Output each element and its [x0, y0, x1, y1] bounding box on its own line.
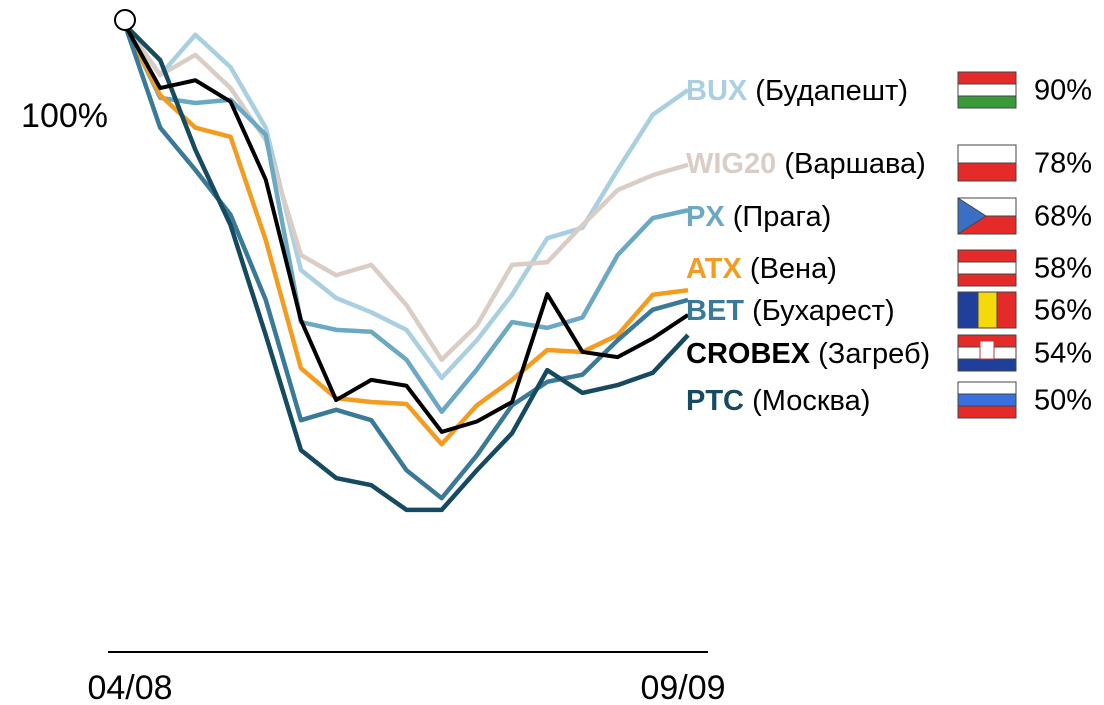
legend-spacer: [747, 75, 755, 107]
x-tick-label: 04/08: [87, 669, 172, 705]
legend-label: ATX (Вена): [686, 253, 837, 285]
flag-russia: [957, 381, 1017, 419]
legend-label: PTC (Москва): [686, 385, 870, 417]
legend-value: 58%: [1034, 253, 1092, 285]
series-line: [123, 23, 690, 381]
legend-value: 78%: [1034, 148, 1092, 180]
series-line: [123, 24, 690, 434]
legend-name: BET: [686, 295, 744, 327]
legend-label: BET (Бухарест): [686, 295, 895, 327]
legend-spacer: [725, 201, 733, 233]
x-tick-label: 09/09: [640, 669, 725, 705]
legend-name: PTC: [686, 385, 744, 417]
legend-label: PX (Прага): [686, 201, 831, 233]
flag-romania: [957, 291, 1017, 329]
series-line: [122, 23, 689, 447]
legend-name: CROBEX: [686, 338, 811, 370]
flag-croatia: [957, 334, 1017, 372]
legend-spacer: [810, 338, 818, 370]
legend-value: 68%: [1034, 201, 1092, 233]
legend-name: WIG20: [686, 148, 776, 180]
series-line: [122, 24, 689, 501]
legend-name: ATX: [686, 253, 743, 285]
legend-city: (Прага): [733, 201, 831, 233]
legend-name: BUX: [686, 75, 748, 107]
legend-value: 50%: [1034, 385, 1092, 417]
legend-value: 54%: [1034, 338, 1092, 370]
legend-spacer: [744, 295, 752, 327]
y-tick-label: 100%: [21, 97, 108, 135]
legend-spacer: [744, 385, 752, 417]
legend-spacer: [742, 253, 750, 285]
flags: [957, 71, 1017, 419]
series-line: [123, 23, 689, 362]
series-line: [123, 23, 690, 513]
legend-label: CROBEX (Загреб): [686, 338, 930, 370]
legend-city: (Бухарест): [752, 295, 895, 327]
legend-spacer: [776, 148, 784, 180]
legend-city: (Будапешт): [755, 75, 908, 107]
flag-austria: [957, 249, 1017, 287]
flag-poland: [957, 144, 1017, 182]
flag-hungary: [957, 71, 1017, 109]
legend-city: (Варшава): [784, 148, 926, 180]
legend-city: (Москва): [752, 385, 870, 417]
legend-name: PX: [686, 201, 725, 233]
legend-label: BUX (Будапешт): [686, 75, 908, 107]
legend-value: 56%: [1034, 295, 1092, 327]
series-line: [122, 24, 689, 414]
legend-label: WIG20 (Варшава): [686, 148, 926, 180]
legend-city: (Загреб): [818, 338, 930, 370]
flag-czech: [957, 197, 1017, 235]
legend-value: 90%: [1034, 75, 1092, 107]
start-marker: [114, 9, 136, 31]
legend-city: (Вена): [750, 253, 837, 285]
